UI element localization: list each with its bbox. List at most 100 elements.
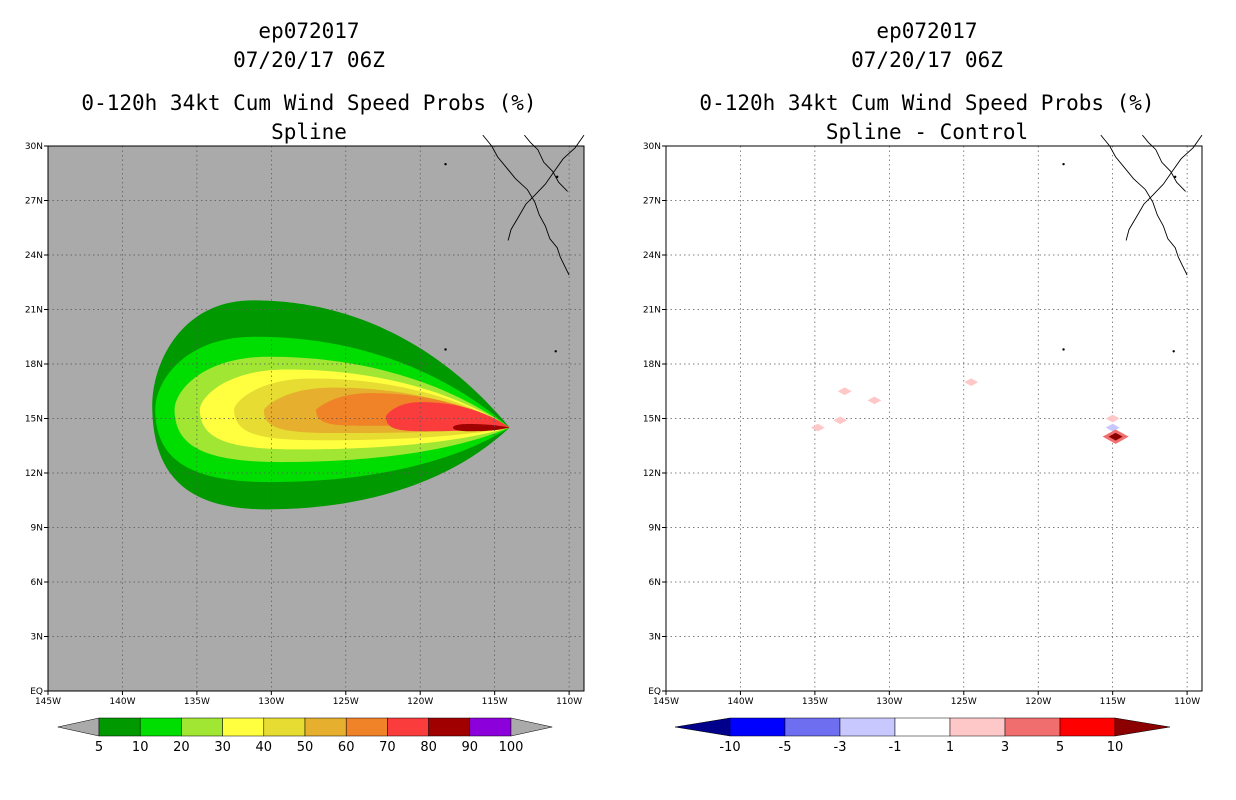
left-colorbar-swatch [263,717,306,737]
left-colorbar-label: 40 [256,740,273,755]
left-colorbar-label: 60 [338,740,355,755]
lat-tick-label: 12N [25,469,43,479]
coastline-segment [1125,134,1203,241]
prob-contour-70 [385,402,510,432]
right-colorbar-swatch [1004,717,1061,737]
left-colorbar-over [510,717,553,737]
right-storm-id: ep072017 [876,19,977,43]
coastline-segment [507,134,585,241]
lat-tick-label: EQ [648,687,661,697]
lat-tick-label: 27N [643,197,661,207]
left-colorbar-swatch [428,717,471,737]
right-colorbar: -10 -5 -3 -1 1 3 5 10 [674,717,1171,755]
right-colorbar-label: -5 [779,740,792,755]
right-coastline [1062,134,1203,353]
left-colorbar-swatch [98,717,141,737]
left-storm-id: ep072017 [258,19,359,43]
island [444,162,447,166]
lat-tick-label: 21N [25,306,43,316]
right-graticule [666,146,1202,691]
left-colorbar-swatch [181,717,223,737]
left-colorbar-swatch [469,717,512,737]
lon-tick-label: 110W [1174,697,1200,707]
lat-tick-label: 12N [643,469,661,479]
lat-tick-label: 21N [643,306,661,316]
coastline-segment [1142,134,1186,192]
left-colorbar-swatch [222,717,265,737]
coastline-segment [482,134,570,276]
right-colorbar-swatch [729,717,786,737]
diff-spot-1 [833,416,848,425]
left-colorbar-label: 30 [214,740,231,755]
island [554,350,557,353]
lon-tick-label: 125W [951,697,977,707]
left-colorbar-label: 80 [420,740,437,755]
left-colorbar-label: 90 [462,740,479,755]
lat-tick-label: 18N [643,360,661,370]
left-colorbar-swatch [304,717,347,737]
left-graticule [48,146,584,691]
left-colorbar-swatch [387,717,429,737]
right-colorbar-label: -1 [889,740,902,755]
lat-tick-label: 3N [649,633,661,643]
diff-spot-1 [837,387,852,396]
lat-tick-label: 9N [649,524,661,534]
lon-tick-label: 125W [333,697,359,707]
right-colorbar-label: 10 [1107,740,1124,755]
left-colorbar-swatch [345,717,388,737]
lat-tick-label: EQ [30,687,43,697]
lat-tick-label: 30N [643,142,661,152]
left-colorbar-under [57,717,100,737]
left-colorbar-label: 100 [499,740,524,755]
coastline-segment [1100,134,1188,276]
island [444,348,447,351]
lat-tick-label: 6N [649,578,661,588]
left-axis-labels: EQ 3N 6N 9N 12N 15N 18N 21N 24N 27N 30N 145W 140W 135… [25,142,582,707]
island [1172,350,1175,353]
left-colorbar-label: 5 [95,740,103,755]
lon-tick-label: 115W [1100,697,1126,707]
left-subtitle: Spline [271,120,347,144]
lon-tick-label: 135W [802,697,828,707]
diff-spot-1 [964,378,979,387]
lon-tick-label: 140W [727,697,753,707]
lon-tick-label: 145W [35,697,61,707]
right-colorbar-label: 3 [1001,740,1009,755]
lat-tick-label: 15N [25,415,43,425]
diff-spot-1 [1105,414,1120,423]
left-datetime: 07/20/17 06Z [233,48,385,72]
island [1062,162,1065,166]
left-colorbar: 5 10 20 30 40 50 60 70 80 90 100 [57,717,553,755]
right-colorbar-swatch [949,717,1006,737]
lat-tick-label: 24N [25,251,43,261]
coastline-segment [524,134,568,192]
lat-tick-label: 3N [31,633,43,643]
lon-tick-label: 145W [653,697,679,707]
right-difference-spots [810,378,1129,444]
left-map-panel: EQ 3N 6N 9N 12N 15N 18N 21N 24N 27N 30N 145W 140W 135… [25,134,585,707]
lon-tick-label: 130W [258,697,284,707]
lon-tick-label: 115W [482,697,508,707]
island [1174,175,1177,179]
lon-tick-label: 135W [184,697,210,707]
lon-tick-label: 120W [407,697,433,707]
right-colorbar-under [674,717,731,737]
right-colorbar-swatch [839,717,896,737]
lat-tick-label: 9N [31,524,43,534]
right-product-title: 0-120h 34kt Cum Wind Speed Probs (%) [699,91,1154,115]
island [1062,348,1065,351]
left-map-frame [47,145,585,692]
diff-spot-1 [867,396,882,405]
right-datetime: 07/20/17 06Z [851,48,1003,72]
left-colorbar-label: 70 [379,740,396,755]
lat-tick-label: 15N [643,415,661,425]
diff-spot-1 [810,423,825,432]
lat-tick-label: 30N [25,142,43,152]
right-subtitle: Spline - Control [826,120,1028,144]
right-colorbar-over [1114,717,1171,737]
lon-tick-label: 140W [109,697,135,707]
right-map-frame [665,145,1203,692]
right-colorbar-swatch [1059,717,1116,737]
right-axis-labels: EQ 3N 6N 9N 12N 15N 18N 21N 24N 27N 30N 145W 140W 135… [643,142,1200,707]
